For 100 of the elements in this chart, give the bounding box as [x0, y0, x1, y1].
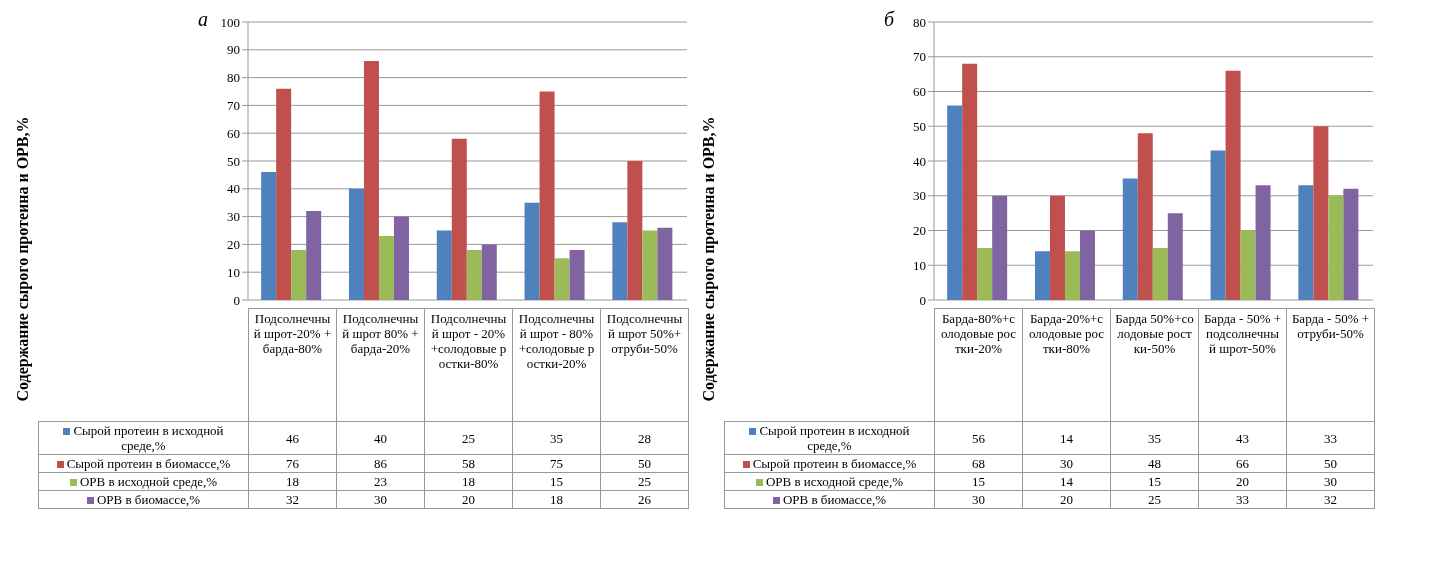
data-label: 28 — [600, 421, 689, 455]
y-tick-label: 60 — [227, 125, 240, 141]
data-label: 15 — [1110, 472, 1199, 491]
x-tick-label: Подсолнечный шрот - 20%+солодовые ростки-80% — [424, 308, 513, 422]
y-tick-label: 30 — [913, 188, 926, 204]
y-tick-label: 20 — [227, 237, 240, 253]
y-axis-title: Содержание сырого протеина и ОРВ,% — [700, 115, 718, 402]
data-label: 68 — [934, 454, 1023, 473]
data-label: 66 — [1198, 454, 1287, 473]
data-label: 56 — [934, 421, 1023, 455]
bar — [1122, 178, 1138, 300]
data-label: 18 — [512, 490, 601, 509]
y-tick-label: 80 — [227, 70, 240, 86]
bar — [291, 249, 307, 300]
chart-title: а — [198, 8, 208, 31]
x-tick-label: Барда-80%+солодовые ростки-20% — [934, 308, 1023, 422]
data-label: 32 — [248, 490, 337, 509]
data-label: 33 — [1198, 490, 1287, 509]
x-tick-label: Подсолнечный шрот 80% +барда-20% — [336, 308, 425, 422]
data-label: 35 — [1110, 421, 1199, 455]
x-tick-label: Барда-20%+солодовые ростки-80% — [1022, 308, 1111, 422]
bar — [261, 172, 277, 300]
y-tick-label: 60 — [913, 84, 926, 100]
data-label: 75 — [512, 454, 601, 473]
y-tick-label: 70 — [227, 98, 240, 114]
data-label: 18 — [424, 472, 513, 491]
data-label: 14 — [1022, 472, 1111, 491]
bar — [1064, 251, 1080, 300]
bar — [524, 202, 540, 300]
y-tick-label: 40 — [227, 181, 240, 197]
bar — [992, 195, 1008, 300]
bar — [436, 230, 452, 300]
data-label: 30 — [336, 490, 425, 509]
bar — [393, 216, 409, 300]
bar — [1240, 230, 1256, 300]
bar — [962, 63, 978, 300]
bar — [451, 138, 467, 300]
bar — [947, 105, 963, 300]
x-tick-label: Подсолнечный шрот - 80%+солодовые ростки-20% — [512, 308, 601, 422]
bar — [1343, 188, 1359, 300]
bar — [466, 249, 482, 300]
bar — [1152, 247, 1168, 300]
data-label: 25 — [1110, 490, 1199, 509]
y-tick-label: 30 — [227, 209, 240, 225]
data-label: 46 — [248, 421, 337, 455]
data-label: 35 — [512, 421, 601, 455]
data-label: 50 — [600, 454, 689, 473]
bar — [539, 91, 555, 300]
x-tick-label: Подсолнечный шрот-20% +барда-80% — [248, 308, 337, 422]
data-label: 14 — [1022, 421, 1111, 455]
data-label: 25 — [424, 421, 513, 455]
y-tick-label: 10 — [913, 257, 926, 273]
y-tick-label: 100 — [220, 14, 240, 30]
data-label: 30 — [1286, 472, 1375, 491]
bar — [1255, 185, 1271, 300]
data-label: 20 — [1198, 472, 1287, 491]
legend-label: Сырой протеин в исходной среде,% — [38, 421, 249, 455]
legend-label: ОРВ в биомассе,% — [38, 490, 249, 509]
bar — [378, 236, 394, 300]
bar — [1210, 150, 1226, 300]
bar — [657, 227, 673, 300]
x-tick-label: Подсолнечный шрот 50%+отруби-50% — [600, 308, 689, 422]
legend-label: Сырой протеин в биомассе,% — [724, 454, 935, 473]
bar — [348, 188, 364, 300]
data-label: 33 — [1286, 421, 1375, 455]
bar — [1137, 133, 1153, 300]
bar — [554, 258, 570, 300]
bar — [363, 60, 379, 300]
data-label: 50 — [1286, 454, 1375, 473]
y-tick-label: 90 — [227, 42, 240, 58]
bar — [1049, 195, 1065, 300]
bar — [276, 88, 292, 300]
data-label: 20 — [1022, 490, 1111, 509]
bar — [1298, 185, 1314, 300]
bar — [1313, 126, 1329, 300]
y-tick-label: 50 — [227, 153, 240, 169]
data-label: 15 — [934, 472, 1023, 491]
legend-label: ОРВ в исходной среде,% — [38, 472, 249, 491]
bar — [1079, 230, 1095, 300]
bar — [569, 249, 585, 300]
bar — [977, 247, 993, 300]
y-axis-title: Содержание сырого протеина и ОРВ,% — [14, 115, 32, 402]
bar — [1225, 70, 1241, 300]
y-tick-label: 40 — [913, 153, 926, 169]
bar — [1328, 195, 1344, 300]
chart-title: б — [884, 8, 895, 31]
y-tick-label: 80 — [913, 14, 926, 30]
legend-label: ОРВ в исходной среде,% — [724, 472, 935, 491]
bar — [1167, 213, 1183, 300]
data-label: 86 — [336, 454, 425, 473]
y-tick-label: 0 — [233, 292, 240, 308]
data-label: 76 — [248, 454, 337, 473]
data-label: 58 — [424, 454, 513, 473]
x-tick-label: Барда - 50% +подсолнечный шрот-50% — [1198, 308, 1287, 422]
data-label: 23 — [336, 472, 425, 491]
bar — [642, 230, 658, 300]
data-label: 18 — [248, 472, 337, 491]
y-tick-label: 70 — [913, 49, 926, 65]
bar — [306, 211, 322, 300]
data-label: 43 — [1198, 421, 1287, 455]
